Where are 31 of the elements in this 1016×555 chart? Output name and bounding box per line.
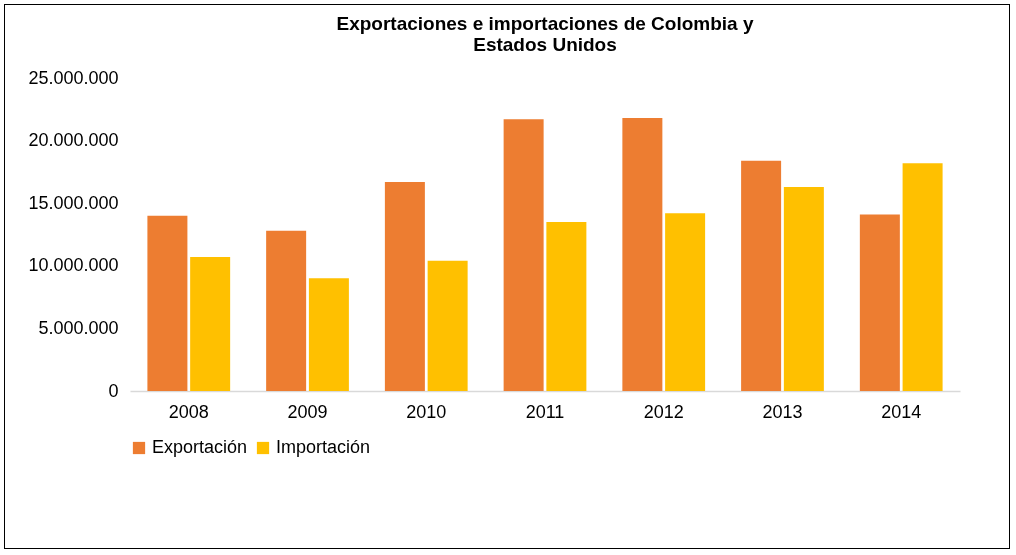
bar — [741, 160, 782, 391]
bar — [147, 215, 188, 391]
bar — [783, 186, 824, 391]
bar — [622, 118, 663, 391]
bar — [384, 181, 425, 391]
x-tick-label: 2008 — [168, 401, 209, 422]
bar — [190, 257, 231, 391]
y-tick-label: 10.000.000 — [28, 255, 119, 276]
y-tick-label: 15.000.000 — [28, 192, 119, 213]
x-tick-label: 2012 — [643, 401, 684, 422]
bar — [503, 119, 544, 391]
y-tick-label: 25.000.000 — [28, 67, 119, 88]
legend-label: Exportación — [152, 437, 248, 457]
x-tick-label: 2010 — [406, 401, 447, 422]
x-tick-label: 2013 — [762, 401, 803, 422]
legend-label: Importación — [276, 437, 371, 457]
bar — [859, 214, 900, 391]
y-tick-label: 0 — [108, 380, 119, 401]
x-tick-label: 2014 — [881, 401, 922, 422]
bar — [902, 163, 943, 391]
bar — [266, 230, 307, 391]
x-tick-label: 2011 — [525, 401, 565, 422]
bar — [546, 221, 587, 391]
bar — [427, 260, 468, 391]
y-tick-label: 5.000.000 — [38, 317, 119, 338]
bar — [665, 213, 706, 391]
text: Estados Unidos — [473, 34, 617, 55]
x-tick-label: 2009 — [287, 401, 328, 422]
bar — [308, 278, 349, 391]
text: Exportaciones e importaciones de Colombia y — [336, 13, 754, 34]
y-tick-label: 20.000.000 — [28, 130, 119, 151]
